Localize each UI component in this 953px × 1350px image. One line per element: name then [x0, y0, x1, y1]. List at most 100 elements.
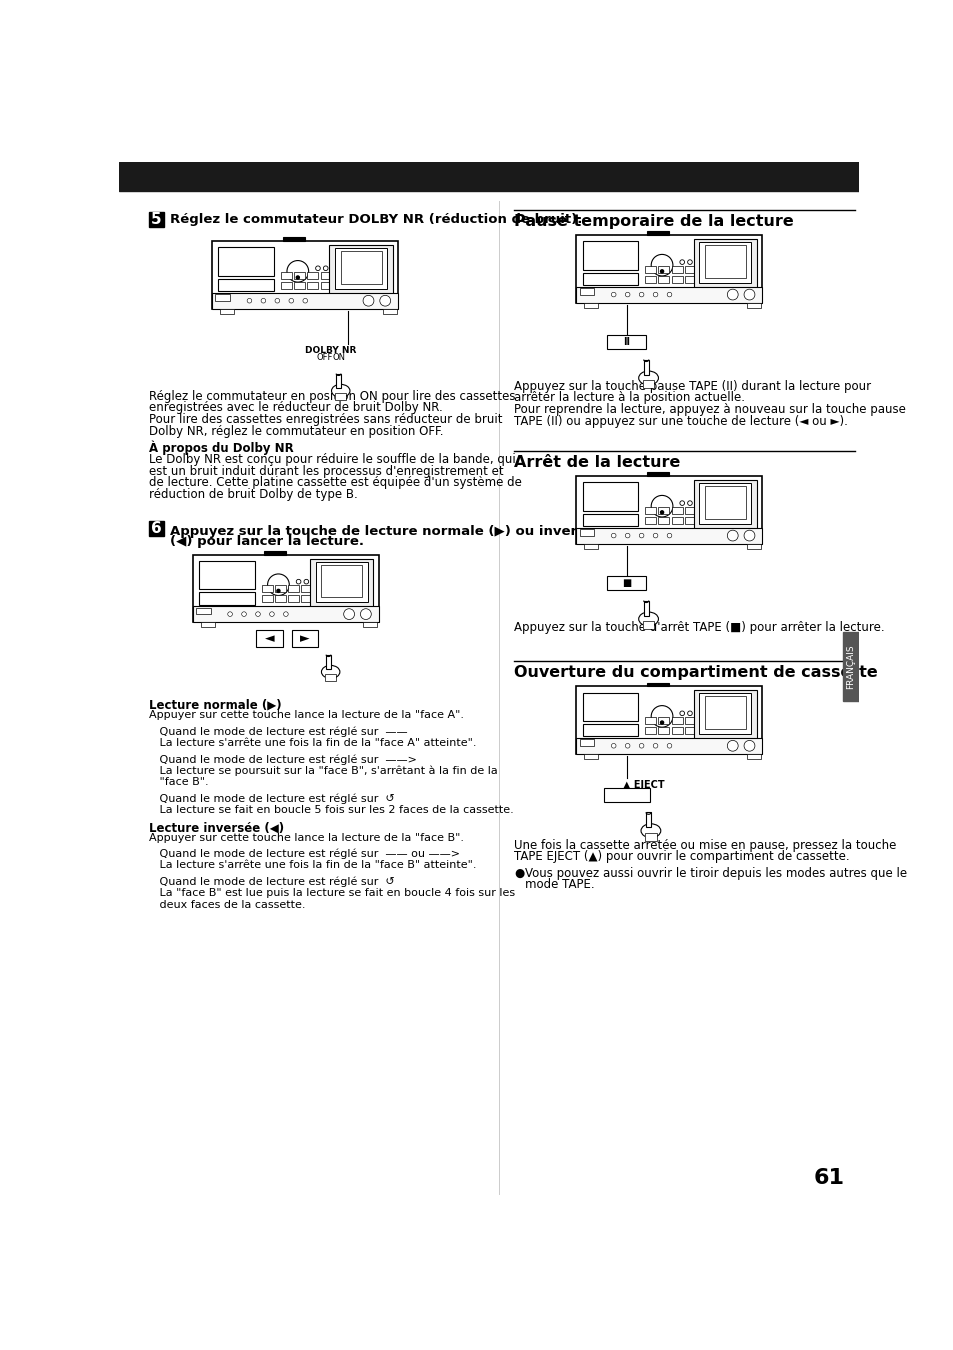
- Circle shape: [287, 261, 309, 282]
- Bar: [329, 246, 393, 294]
- Text: Quand le mode de lecture est réglé sur  ——: Quand le mode de lecture est réglé sur —…: [149, 726, 407, 737]
- Text: ●: ●: [514, 867, 524, 880]
- Bar: [261, 595, 273, 602]
- Ellipse shape: [638, 371, 658, 385]
- Text: Pour lire des cassettes enregistrées sans réducteur de bruit: Pour lire des cassettes enregistrées san…: [149, 413, 501, 427]
- Bar: [218, 247, 274, 275]
- Text: ON: ON: [332, 352, 345, 362]
- Circle shape: [289, 298, 294, 302]
- Bar: [320, 271, 331, 278]
- Bar: [363, 622, 377, 628]
- Bar: [644, 266, 656, 273]
- Bar: [644, 275, 656, 282]
- Bar: [644, 717, 656, 724]
- Text: Une fois la cassette arrêtée ou mise en pause, pressez la touche: Une fois la cassette arrêtée ou mise en …: [514, 838, 896, 852]
- Circle shape: [687, 501, 692, 505]
- Circle shape: [659, 721, 663, 724]
- Bar: [671, 517, 681, 524]
- Bar: [658, 266, 669, 273]
- Bar: [644, 726, 656, 734]
- Bar: [646, 472, 669, 477]
- Text: ►: ►: [300, 632, 310, 645]
- Bar: [603, 788, 649, 802]
- Circle shape: [274, 298, 279, 302]
- Bar: [642, 621, 654, 629]
- Circle shape: [653, 533, 658, 537]
- Text: DOLBY NR: DOLBY NR: [305, 346, 356, 355]
- Circle shape: [296, 579, 300, 585]
- Bar: [335, 248, 387, 289]
- Bar: [335, 393, 346, 401]
- Text: "face B".: "face B".: [149, 778, 208, 787]
- Text: La lecture s'arrête une fois la fin de la "face A" atteinte".: La lecture s'arrête une fois la fin de l…: [149, 738, 476, 748]
- Circle shape: [363, 296, 374, 306]
- Bar: [576, 528, 761, 544]
- Text: FRANÇAIS: FRANÇAIS: [845, 644, 855, 688]
- Bar: [582, 514, 638, 526]
- Circle shape: [726, 289, 738, 300]
- Text: Appuyer sur cette touche lance la lecture de la "face B".: Appuyer sur cette touche lance la lectur…: [149, 833, 463, 842]
- Text: La lecture s'arrête une fois la fin de la "face B" atteinte".: La lecture s'arrête une fois la fin de l…: [149, 860, 476, 871]
- Bar: [646, 231, 669, 235]
- Bar: [582, 482, 638, 510]
- Text: La "face B" est lue puis la lecture se fait en boucle 4 fois sur les: La "face B" est lue puis la lecture se f…: [149, 888, 515, 898]
- Bar: [642, 621, 654, 629]
- Circle shape: [315, 266, 320, 270]
- Bar: [288, 585, 298, 593]
- Text: Appuyer sur cette touche lance la lecture de la "face A".: Appuyer sur cette touche lance la lectur…: [149, 710, 463, 721]
- Circle shape: [651, 706, 672, 728]
- Bar: [671, 275, 681, 282]
- Bar: [842, 632, 858, 701]
- Bar: [220, 309, 233, 313]
- Circle shape: [666, 292, 671, 297]
- Bar: [193, 606, 378, 622]
- Bar: [699, 483, 751, 524]
- Circle shape: [283, 612, 288, 617]
- Text: 5: 5: [151, 212, 162, 227]
- Bar: [340, 251, 381, 284]
- Text: Le Dolby NR est conçu pour réduire le souffle de la bande, qui: Le Dolby NR est conçu pour réduire le so…: [149, 454, 515, 466]
- Bar: [746, 755, 760, 759]
- Circle shape: [611, 744, 616, 748]
- Bar: [321, 564, 362, 597]
- Text: Vous pouvez aussi ouvrir le tiroir depuis les modes autres que le: Vous pouvez aussi ouvrir le tiroir depui…: [525, 867, 906, 880]
- Bar: [283, 238, 305, 242]
- Circle shape: [241, 612, 246, 617]
- Bar: [292, 630, 318, 647]
- Bar: [704, 246, 745, 278]
- Bar: [576, 686, 761, 755]
- Bar: [576, 477, 761, 544]
- Ellipse shape: [332, 385, 350, 397]
- Circle shape: [611, 533, 616, 537]
- Bar: [644, 506, 656, 513]
- Bar: [671, 726, 681, 734]
- Bar: [671, 266, 681, 273]
- Circle shape: [343, 609, 355, 620]
- Bar: [579, 740, 594, 747]
- Text: Appuyez sur la touche pause TAPE (II) durant la lecture pour: Appuyez sur la touche pause TAPE (II) du…: [514, 379, 871, 393]
- Bar: [294, 271, 305, 278]
- Bar: [658, 726, 669, 734]
- Bar: [583, 302, 598, 308]
- Circle shape: [639, 292, 643, 297]
- Bar: [658, 275, 669, 282]
- Bar: [684, 717, 695, 724]
- Text: arrêter la lecture à la position actuelle.: arrêter la lecture à la position actuell…: [514, 392, 744, 405]
- Bar: [320, 282, 331, 289]
- Circle shape: [379, 296, 390, 306]
- Bar: [693, 690, 756, 738]
- Circle shape: [639, 744, 643, 748]
- Bar: [335, 393, 346, 401]
- Bar: [261, 585, 273, 593]
- Bar: [582, 273, 638, 285]
- Bar: [218, 279, 274, 292]
- Circle shape: [653, 744, 658, 748]
- Circle shape: [743, 289, 754, 300]
- Circle shape: [651, 495, 672, 517]
- Circle shape: [624, 292, 629, 297]
- Bar: [644, 517, 656, 524]
- Text: enregistrées avec le réducteur de bruit Dolby NR.: enregistrées avec le réducteur de bruit …: [149, 401, 442, 414]
- Bar: [212, 293, 397, 309]
- Bar: [307, 271, 318, 278]
- Bar: [199, 560, 254, 590]
